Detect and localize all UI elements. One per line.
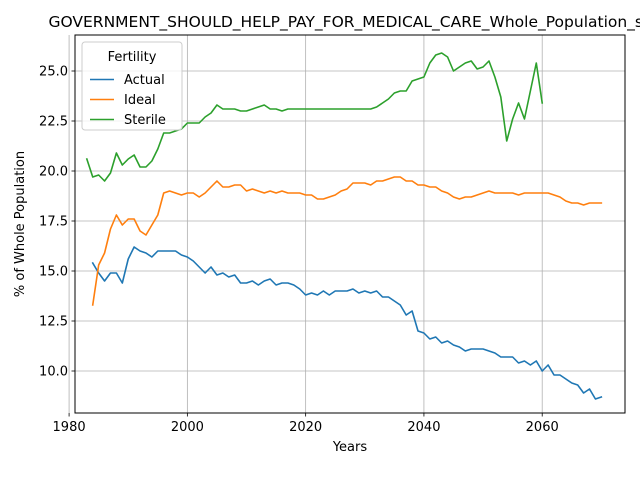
- legend-title: Fertility: [108, 50, 157, 65]
- series-line-actual: [91, 246, 603, 400]
- series-lines: [85, 52, 603, 400]
- x-tick-label: 2040: [407, 420, 440, 435]
- x-tick-label: 2060: [526, 420, 559, 435]
- plot-frame: [74, 34, 626, 414]
- legend-box: [81, 41, 183, 131]
- legend-label: Actual: [124, 73, 165, 88]
- y-tick-label: 20.0: [39, 165, 68, 180]
- legend: Fertility Actual Ideal Sterile: [81, 41, 183, 131]
- y-tick-label: 25.0: [39, 65, 68, 80]
- y-axis-ticks: 10.0 12.5 15.0 17.5 20.0 22.5 25.0: [39, 65, 75, 380]
- y-tick-label: 17.5: [39, 215, 68, 230]
- grid-lines: [68, 35, 625, 413]
- y-axis-label: % of Whole Population: [13, 151, 28, 297]
- y-tick-label: 22.5: [39, 115, 68, 130]
- series-line-sterile: [85, 52, 544, 182]
- y-tick-label: 12.5: [39, 315, 68, 330]
- legend-entries: Actual Ideal Sterile: [90, 73, 166, 128]
- legend-label: Sterile: [124, 113, 166, 128]
- x-tick-label: 1980: [53, 420, 86, 435]
- x-tick-label: 2020: [289, 420, 322, 435]
- legend-label: Ideal: [124, 93, 156, 108]
- series-line-ideal: [91, 176, 603, 306]
- x-tick-label: 2000: [171, 420, 204, 435]
- y-tick-label: 10.0: [39, 365, 68, 380]
- x-axis-ticks: 1980 2000 2020 2040 2060: [53, 413, 559, 435]
- chart-title: GOVERNMENT_SHOULD_HELP_PAY_FOR_MEDICAL_C…: [48, 13, 640, 32]
- x-axis-label: Years: [332, 440, 368, 455]
- y-tick-label: 15.0: [39, 265, 68, 280]
